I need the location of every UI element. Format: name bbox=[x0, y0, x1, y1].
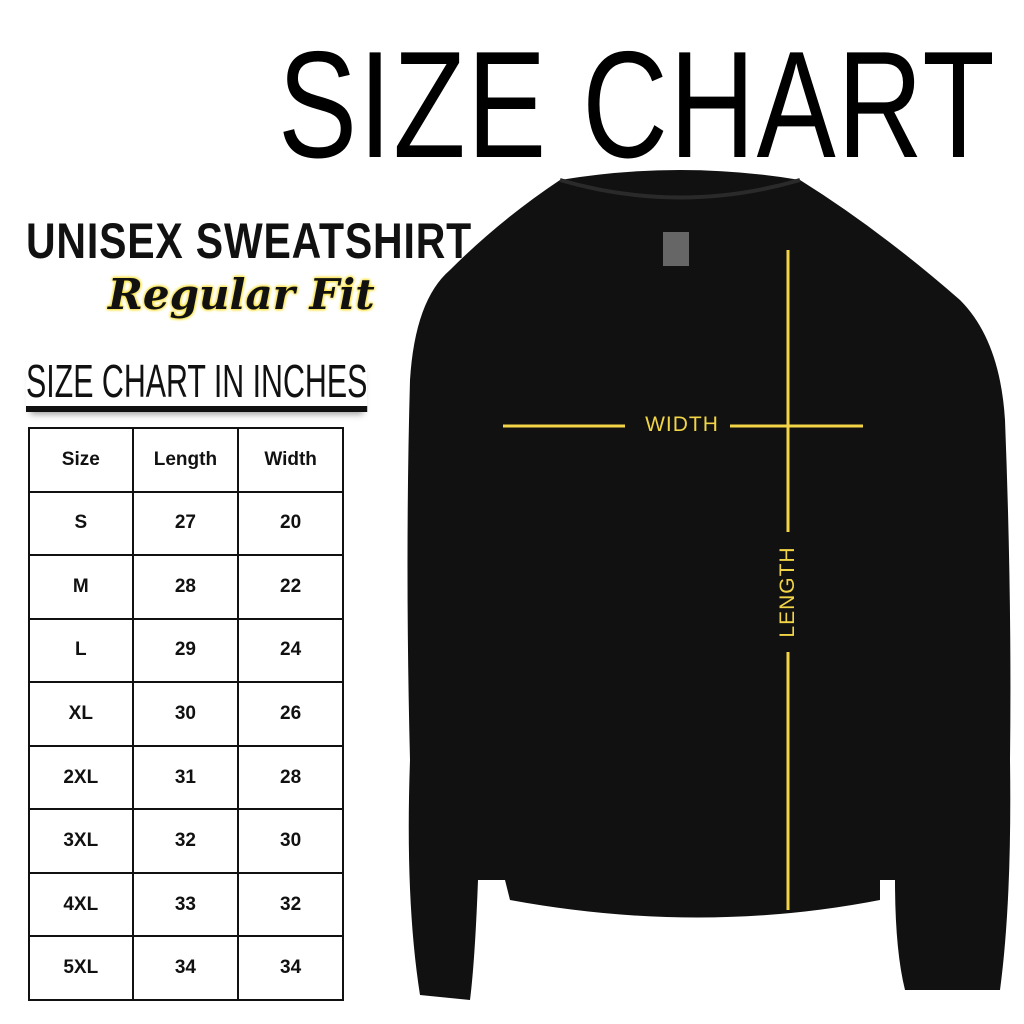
table-cell: 22 bbox=[237, 554, 344, 620]
table-cell: 24 bbox=[237, 617, 344, 684]
table-cell: 32 bbox=[237, 871, 344, 938]
table-cell: S bbox=[28, 490, 134, 557]
table-row: L 29 24 bbox=[28, 617, 344, 684]
table-cell: 34 bbox=[131, 935, 240, 1001]
table-cell: 30 bbox=[237, 808, 344, 874]
table-cell: 33 bbox=[131, 871, 240, 938]
table-cell: 34 bbox=[237, 935, 344, 1001]
table-cell: 30 bbox=[131, 681, 240, 747]
table-row: 2XL 31 28 bbox=[28, 744, 344, 811]
table-row: 5XL 34 34 bbox=[28, 935, 344, 1001]
column-header: Width bbox=[237, 427, 344, 493]
column-header: Size bbox=[28, 427, 134, 493]
table-cell: L bbox=[28, 617, 134, 684]
table-cell: 4XL bbox=[28, 871, 134, 938]
size-table: Size Length Width S 27 20 M 28 22 L 29 24 XL 30 26 2XL 3… bbox=[28, 427, 344, 1001]
table-title: SIZE CHART IN INCHES bbox=[26, 356, 368, 412]
table-cell: 20 bbox=[237, 490, 344, 557]
table-row: S 27 20 bbox=[28, 490, 344, 557]
table-cell: 31 bbox=[131, 744, 240, 811]
table-cell: 5XL bbox=[28, 935, 134, 1001]
table-cell: 32 bbox=[131, 808, 240, 874]
column-header: Length bbox=[131, 427, 240, 493]
table-cell: 26 bbox=[237, 681, 344, 747]
neck-label bbox=[663, 232, 689, 266]
table-cell: 3XL bbox=[28, 808, 134, 874]
table-row: 3XL 32 30 bbox=[28, 808, 344, 874]
length-label: LENGTH bbox=[776, 546, 799, 638]
table-cell: 28 bbox=[237, 744, 344, 811]
table-cell: XL bbox=[28, 681, 134, 747]
table-row: M 28 22 bbox=[28, 554, 344, 620]
width-label: WIDTH bbox=[645, 413, 719, 436]
header-row: Size Length Width bbox=[28, 427, 344, 493]
table-cell: M bbox=[28, 554, 134, 620]
table-row: XL 30 26 bbox=[28, 681, 344, 747]
table-cell: 2XL bbox=[28, 744, 134, 811]
sweatshirt-body bbox=[407, 170, 1011, 1000]
table-cell: 29 bbox=[131, 617, 240, 684]
table-row: 4XL 33 32 bbox=[28, 871, 344, 938]
fit-label: Regular Fit bbox=[108, 270, 375, 319]
table-cell: 28 bbox=[131, 554, 240, 620]
table-cell: 27 bbox=[131, 490, 240, 557]
